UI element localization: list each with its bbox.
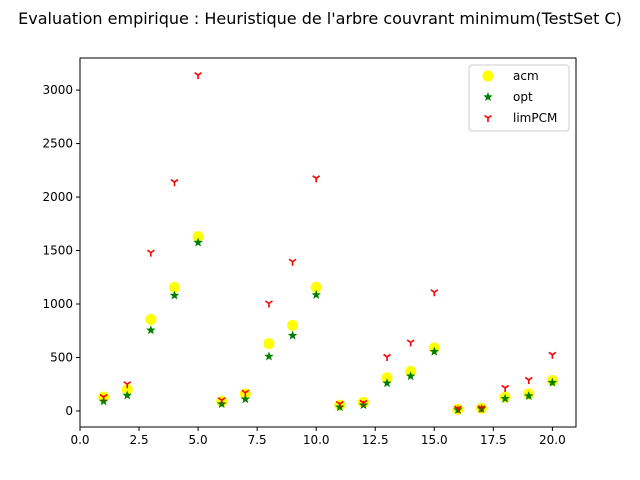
limPCM-point	[406, 339, 415, 347]
acm-point	[145, 314, 157, 326]
opt-point	[193, 237, 203, 247]
y-tick-label: 1000	[42, 297, 73, 311]
opt-point	[311, 289, 321, 299]
legend-label: limPCM	[513, 111, 557, 125]
x-tick-label: 2.5	[130, 433, 149, 447]
legend-box	[468, 64, 570, 132]
chart-title: Evaluation empirique : Heuristique de l'…	[18, 9, 622, 28]
limPCM-point	[453, 405, 462, 413]
limPCM-point	[501, 384, 510, 392]
opt-point	[500, 393, 510, 403]
opt-point	[382, 378, 392, 388]
acm-point	[121, 384, 133, 396]
legend-marker-opt	[483, 92, 493, 102]
acm-point	[287, 319, 299, 331]
series-acm	[98, 231, 558, 415]
limPCM-point	[383, 353, 392, 361]
series-opt	[98, 237, 558, 414]
limPCM-point	[170, 178, 179, 187]
x-tick-label: 20.0	[539, 433, 566, 447]
acm-point	[310, 281, 322, 293]
opt-point	[405, 371, 416, 381]
x-tick-label: 10.0	[303, 433, 330, 447]
x-tick-label: 17.5	[480, 433, 507, 447]
y-tick-label: 2000	[42, 190, 73, 204]
limPCM-point	[217, 397, 226, 405]
acm-point	[263, 338, 275, 350]
legend-label: acm	[513, 69, 539, 83]
data-points	[98, 71, 558, 415]
plot-frame	[79, 57, 577, 428]
limPCM-point	[264, 300, 273, 308]
y-tick-label: 1500	[42, 244, 73, 258]
limPCM-point	[194, 71, 203, 80]
y-tick-label: 500	[50, 350, 73, 364]
opt-point	[240, 394, 251, 404]
limPCM-point	[524, 376, 533, 384]
limPCM-point	[146, 249, 155, 257]
limPCM-point	[312, 175, 321, 183]
x-tick-label: 7.5	[248, 433, 267, 447]
opt-point	[547, 377, 558, 387]
legend-label: opt	[513, 90, 533, 104]
opt-point	[429, 346, 440, 356]
legend-item-limPCM: limPCM	[484, 111, 557, 125]
acm-point	[168, 281, 180, 293]
limPCM-point	[99, 393, 108, 402]
legend: acm opt limPCM	[468, 64, 570, 132]
legend-item-opt: opt	[483, 90, 533, 104]
legend-marker-limPCM	[484, 114, 492, 122]
opt-point	[169, 290, 180, 300]
opt-point	[524, 390, 534, 401]
limPCM-point	[123, 381, 132, 389]
x-tick-label: 0.0	[70, 433, 89, 447]
limPCM-point	[430, 289, 439, 297]
limPCM-point	[477, 405, 486, 413]
x-tick-label: 12.5	[362, 433, 389, 447]
acm-point	[381, 372, 393, 384]
plot-area	[79, 57, 577, 428]
acm-point	[192, 231, 204, 243]
x-tick-label: 5.0	[189, 433, 208, 447]
opt-point	[146, 325, 156, 335]
y-axis: 0 500 1000 1500 2000 2500 3000	[42, 83, 80, 418]
limPCM-point	[548, 351, 557, 359]
opt-point	[264, 351, 274, 361]
x-axis: 0.0 2.5 5.0 7.5 10.0 12.5 15.0 17.5 20.0	[70, 427, 566, 447]
y-tick-label: 0	[65, 404, 73, 418]
limPCM-point	[359, 399, 368, 407]
legend-marker-acm	[482, 70, 494, 82]
legend-item-acm: acm	[482, 69, 539, 83]
x-tick-label: 15.0	[421, 433, 448, 447]
opt-point	[287, 330, 298, 340]
opt-point	[122, 390, 132, 400]
limPCM-point	[335, 400, 344, 409]
limPCM-point	[288, 258, 297, 266]
limPCM-point	[241, 389, 250, 397]
y-tick-label: 2500	[42, 137, 73, 151]
series-limPCM	[99, 71, 557, 413]
y-tick-label: 3000	[42, 83, 73, 97]
